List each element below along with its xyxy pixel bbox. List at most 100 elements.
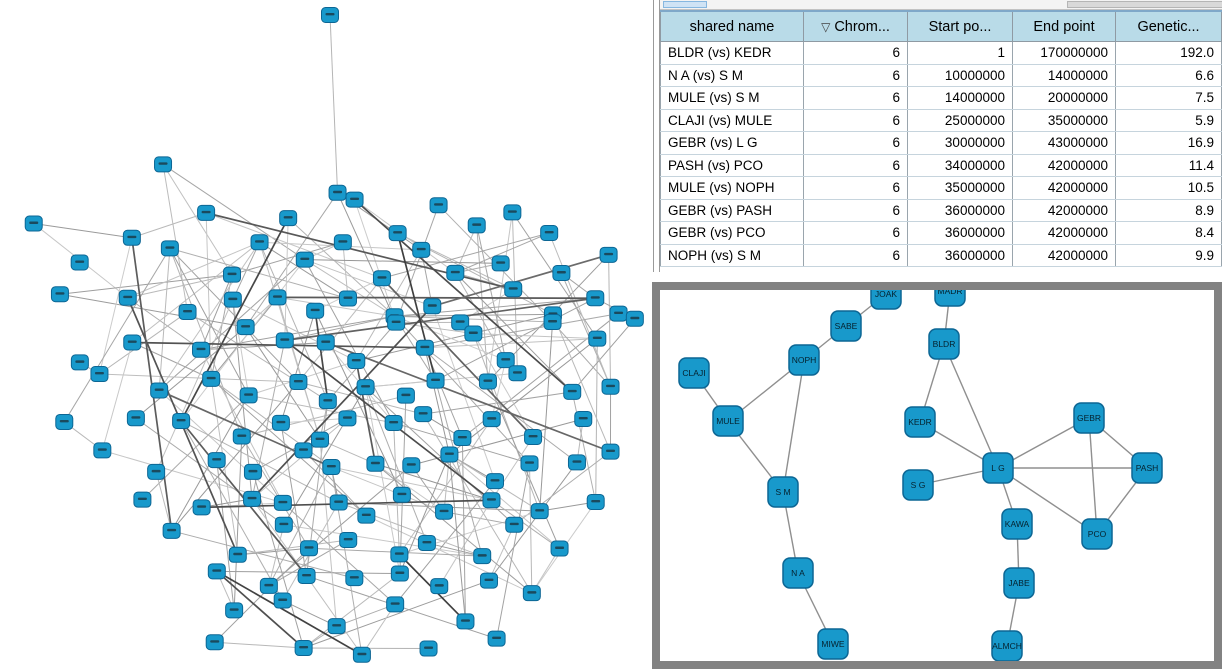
cell-value[interactable]: 6 <box>803 131 908 155</box>
detail-network-panel[interactable]: JOAK MADR SABE NOPH BLDR CLAJI MULE KEDR GEBR L G… <box>652 282 1222 669</box>
cell-value[interactable]: 14000000 <box>907 86 1013 110</box>
horizontal-scrollbar[interactable] <box>660 0 1222 10</box>
cell-value[interactable]: 6 <box>803 64 908 87</box>
cell-value[interactable]: 42000000 <box>1012 244 1116 267</box>
cell-value[interactable]: 34000000 <box>907 154 1013 177</box>
cell-value[interactable]: 35000000 <box>907 176 1013 200</box>
network-node-JOAK[interactable]: JOAK <box>870 290 902 310</box>
node-shape[interactable] <box>712 405 744 437</box>
network-node-PASH[interactable]: PASH <box>1131 452 1163 484</box>
table-row[interactable]: N A (vs) S M 6 10000000 14000000 6.6 <box>660 64 1222 87</box>
network-node-CLAJI[interactable]: CLAJI <box>678 357 710 389</box>
network-node-SABE[interactable]: SABE <box>830 310 862 342</box>
cell-value[interactable]: 43000000 <box>1012 131 1116 155</box>
table-row[interactable]: CLAJI (vs) MULE 6 25000000 35000000 5.9 <box>660 109 1222 132</box>
cell-value[interactable]: 6 <box>803 244 908 267</box>
network-node-JABE[interactable]: JABE <box>1003 567 1035 599</box>
column-header-0[interactable]: shared name <box>660 10 804 42</box>
cell-value[interactable]: 42000000 <box>1012 221 1116 245</box>
cell-shared-name[interactable]: BLDR (vs) KEDR <box>660 41 804 65</box>
node-shape[interactable] <box>1001 508 1033 540</box>
cell-shared-name[interactable]: PASH (vs) PCO <box>660 154 804 177</box>
column-header-2[interactable]: Start po... <box>907 10 1013 42</box>
table-row[interactable]: GEBR (vs) PCO 6 36000000 42000000 8.4 <box>660 221 1222 245</box>
attribute-table[interactable]: shared name ▽ Chrom... Start po... End point… <box>660 10 1222 267</box>
table-row[interactable]: GEBR (vs) L G 6 30000000 43000000 16.9 <box>660 131 1222 155</box>
cell-value[interactable]: 42000000 <box>1012 154 1116 177</box>
cell-value[interactable]: 20000000 <box>1012 86 1116 110</box>
cell-shared-name[interactable]: NOPH (vs) S M <box>660 244 804 267</box>
cell-shared-name[interactable]: CLAJI (vs) MULE <box>660 109 804 132</box>
node-shape[interactable] <box>788 344 820 376</box>
column-header-1[interactable]: ▽ Chrom... <box>803 10 908 42</box>
node-shape[interactable] <box>870 290 902 310</box>
cell-value[interactable]: 30000000 <box>907 131 1013 155</box>
network-node-MULE[interactable]: MULE <box>712 405 744 437</box>
network-node-L-G[interactable]: L G <box>982 452 1014 484</box>
node-shape[interactable] <box>782 557 814 589</box>
node-shape[interactable] <box>830 310 862 342</box>
network-node-KEDR[interactable]: KEDR <box>904 406 936 438</box>
table-row[interactable]: BLDR (vs) KEDR 6 1 170000000 192.0 <box>660 41 1222 65</box>
table-row[interactable]: MULE (vs) NOPH 6 35000000 42000000 10.5 <box>660 176 1222 200</box>
panel-splitter[interactable] <box>653 0 660 272</box>
cell-shared-name[interactable]: MULE (vs) S M <box>660 86 804 110</box>
network-node-S-M[interactable]: S M <box>767 476 799 508</box>
cell-value[interactable]: 8.4 <box>1115 221 1222 245</box>
cell-value[interactable]: 7.5 <box>1115 86 1222 110</box>
cell-value[interactable]: 8.9 <box>1115 199 1222 222</box>
cell-value[interactable]: 6.6 <box>1115 64 1222 87</box>
node-shape[interactable] <box>1131 452 1163 484</box>
table-row[interactable]: PASH (vs) PCO 6 34000000 42000000 11.4 <box>660 154 1222 177</box>
cell-value[interactable]: 14000000 <box>1012 64 1116 87</box>
sort-filter-icon[interactable]: ▽ <box>821 19 831 34</box>
cell-value[interactable]: 6 <box>803 86 908 110</box>
network-node-N-A[interactable]: N A <box>782 557 814 589</box>
node-shape[interactable] <box>767 476 799 508</box>
node-shape[interactable] <box>991 630 1023 661</box>
network-node-ALMCH[interactable]: ALMCH <box>991 630 1023 661</box>
node-shape[interactable] <box>928 328 960 360</box>
cell-value[interactable]: 6 <box>803 199 908 222</box>
network-node-MIWE[interactable]: MIWE <box>817 628 849 660</box>
network-node-GEBR[interactable]: GEBR <box>1073 402 1105 434</box>
detail-network-canvas[interactable]: JOAK MADR SABE NOPH BLDR CLAJI MULE KEDR GEBR L G… <box>660 290 1214 661</box>
cell-value[interactable]: 10000000 <box>907 64 1013 87</box>
cell-value[interactable]: 192.0 <box>1115 41 1222 65</box>
network-node-PCO[interactable]: PCO <box>1081 518 1113 550</box>
cell-value[interactable]: 35000000 <box>1012 109 1116 132</box>
cell-value[interactable]: 36000000 <box>907 244 1013 267</box>
cell-shared-name[interactable]: GEBR (vs) L G <box>660 131 804 155</box>
cell-value[interactable]: 6 <box>803 109 908 132</box>
cell-value[interactable]: 36000000 <box>907 221 1013 245</box>
cell-value[interactable]: 42000000 <box>1012 199 1116 222</box>
cell-value[interactable]: 6 <box>803 154 908 177</box>
cell-value[interactable]: 170000000 <box>1012 41 1116 65</box>
cell-value[interactable]: 6 <box>803 176 908 200</box>
cell-shared-name[interactable]: GEBR (vs) PASH <box>660 199 804 222</box>
cell-shared-name[interactable]: MULE (vs) NOPH <box>660 176 804 200</box>
cell-value[interactable]: 6 <box>803 221 908 245</box>
cell-value[interactable]: 25000000 <box>907 109 1013 132</box>
column-header-4[interactable]: Genetic... <box>1115 10 1222 42</box>
node-shape[interactable] <box>904 406 936 438</box>
table-row[interactable]: MULE (vs) S M 6 14000000 20000000 7.5 <box>660 86 1222 110</box>
table-row[interactable]: GEBR (vs) PASH 6 36000000 42000000 8.9 <box>660 199 1222 222</box>
network-node-MADR[interactable]: MADR <box>934 290 966 307</box>
node-shape[interactable] <box>1081 518 1113 550</box>
cell-value[interactable]: 10.5 <box>1115 176 1222 200</box>
scrollbar-thumb[interactable] <box>663 1 707 8</box>
node-shape[interactable] <box>934 290 966 307</box>
cell-shared-name[interactable]: N A (vs) S M <box>660 64 804 87</box>
cell-value[interactable]: 42000000 <box>1012 176 1116 200</box>
column-header-3[interactable]: End point <box>1012 10 1116 42</box>
network-node-KAWA[interactable]: KAWA <box>1001 508 1033 540</box>
overview-network-panel[interactable] <box>0 0 652 669</box>
cell-value[interactable]: 6 <box>803 41 908 65</box>
node-shape[interactable] <box>817 628 849 660</box>
network-node-NOPH[interactable]: NOPH <box>788 344 820 376</box>
node-shape[interactable] <box>902 469 934 501</box>
overview-network-canvas[interactable] <box>0 0 652 669</box>
network-node-S-G[interactable]: S G <box>902 469 934 501</box>
node-shape[interactable] <box>1073 402 1105 434</box>
